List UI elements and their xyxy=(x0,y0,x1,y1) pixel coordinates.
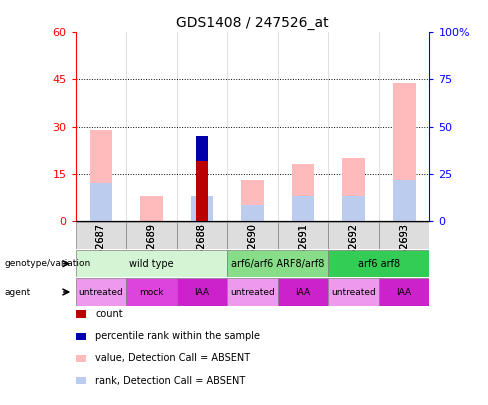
Bar xyxy=(191,196,213,221)
Bar xyxy=(328,278,379,306)
Text: GSM62692: GSM62692 xyxy=(348,223,359,276)
Text: IAA: IAA xyxy=(296,288,311,296)
Bar xyxy=(328,222,379,249)
Text: GSM62692: GSM62692 xyxy=(348,223,359,276)
Text: value, Detection Call = ABSENT: value, Detection Call = ABSENT xyxy=(95,354,250,363)
Text: GSM62693: GSM62693 xyxy=(399,223,409,276)
Bar xyxy=(76,278,126,306)
Text: IAA: IAA xyxy=(194,288,209,296)
Text: genotype/variation: genotype/variation xyxy=(5,259,91,268)
Text: untreated: untreated xyxy=(230,288,275,296)
Bar xyxy=(76,250,227,277)
Bar xyxy=(177,222,227,249)
Text: agent: agent xyxy=(5,288,31,296)
Text: GSM62689: GSM62689 xyxy=(146,223,157,276)
Text: untreated: untreated xyxy=(79,288,123,296)
Bar xyxy=(227,278,278,306)
Text: GSM62689: GSM62689 xyxy=(146,223,157,276)
Text: rank, Detection Call = ABSENT: rank, Detection Call = ABSENT xyxy=(95,376,245,386)
Text: arf6/arf6 ARF8/arf8: arf6/arf6 ARF8/arf8 xyxy=(231,259,325,269)
Bar xyxy=(89,130,112,221)
Text: GSM62687: GSM62687 xyxy=(96,223,106,276)
Bar xyxy=(241,180,264,221)
Bar xyxy=(197,136,207,161)
Bar xyxy=(278,278,328,306)
Text: GSM62688: GSM62688 xyxy=(197,223,207,276)
Text: arf6 arf8: arf6 arf8 xyxy=(358,259,400,269)
Bar xyxy=(140,196,163,221)
Text: percentile rank within the sample: percentile rank within the sample xyxy=(95,331,260,341)
Bar xyxy=(177,278,227,306)
Bar xyxy=(278,222,328,249)
Text: wild type: wild type xyxy=(129,259,174,269)
Bar xyxy=(393,180,416,221)
Text: GSM62690: GSM62690 xyxy=(247,223,258,276)
Text: GSM62691: GSM62691 xyxy=(298,223,308,276)
Bar xyxy=(191,196,213,221)
Text: GSM62688: GSM62688 xyxy=(197,223,207,276)
Bar xyxy=(126,222,177,249)
Text: mock: mock xyxy=(139,288,163,296)
Title: GDS1408 / 247526_at: GDS1408 / 247526_at xyxy=(176,16,329,30)
Bar xyxy=(379,278,429,306)
Text: count: count xyxy=(95,309,123,319)
Text: untreated: untreated xyxy=(331,288,376,296)
Text: GSM62687: GSM62687 xyxy=(96,223,106,276)
Bar xyxy=(342,196,365,221)
Bar xyxy=(292,196,314,221)
Text: IAA: IAA xyxy=(397,288,412,296)
Bar xyxy=(126,278,177,306)
Text: GSM62693: GSM62693 xyxy=(399,223,409,276)
Bar xyxy=(342,158,365,221)
Text: GSM62690: GSM62690 xyxy=(247,223,258,276)
Bar xyxy=(227,222,278,249)
Bar xyxy=(227,250,328,277)
Bar xyxy=(292,164,314,221)
Bar xyxy=(393,83,416,221)
Text: GSM62691: GSM62691 xyxy=(298,223,308,276)
Bar xyxy=(328,250,429,277)
Bar xyxy=(197,136,207,221)
Bar xyxy=(379,222,429,249)
Bar xyxy=(241,205,264,221)
Bar xyxy=(76,222,126,249)
Bar xyxy=(89,183,112,221)
